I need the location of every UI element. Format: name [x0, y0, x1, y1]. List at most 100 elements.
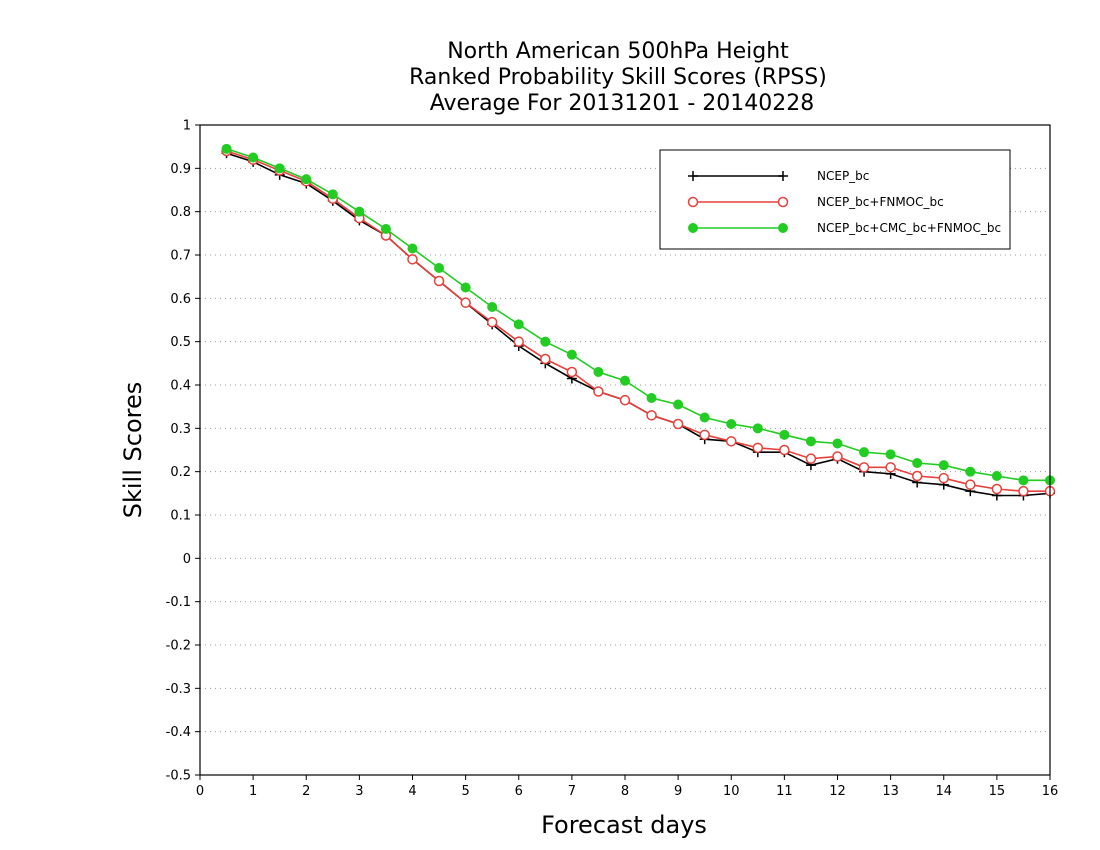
legend-entry-2: NCEP_bc+FNMOC_bc [687, 195, 944, 209]
data-point [301, 174, 312, 185]
axis-ticks [195, 124, 1051, 780]
y-axis-label: Skill Scores [119, 382, 147, 519]
y-tick-label: -0.1 [166, 595, 191, 610]
legend-marker [688, 223, 698, 233]
y-tick-label: 0.9 [170, 162, 191, 177]
data-point [938, 472, 949, 484]
x-tick-label: 12 [829, 784, 846, 799]
x-tick-label: 7 [568, 784, 576, 799]
legend-box [659, 149, 1011, 250]
x-tick-label: 15 [989, 784, 1006, 799]
x-tick-label: 1 [249, 784, 257, 799]
data-point [672, 418, 684, 430]
data-point [646, 393, 657, 403]
data-point [434, 263, 445, 273]
data-point [619, 394, 631, 406]
data-point [540, 336, 551, 347]
x-tick-label: 8 [621, 784, 629, 799]
legend-label: NCEP_bc [817, 169, 869, 183]
legend-label: NCEP_bc+FNMOC_bc [817, 195, 944, 209]
data-point [938, 460, 949, 471]
data-point [726, 436, 737, 447]
data-point [779, 429, 790, 440]
y-tick-label: 0.1 [170, 509, 191, 524]
legend-marker [688, 171, 698, 181]
x-tick-label: 5 [461, 784, 469, 799]
data-point [1018, 475, 1029, 486]
x-tick-label: 9 [674, 784, 682, 799]
legend-entry-3: NCEP_bc+CMC_bc+FNMOC_bc [688, 221, 1001, 235]
y-tick-label: -0.5 [166, 769, 191, 784]
data-point [540, 353, 551, 365]
y-tick-label: -0.2 [166, 639, 191, 654]
data-point [407, 254, 418, 265]
data-point [805, 436, 816, 447]
data-point [673, 399, 684, 410]
chart-title-line-2: Ranked Probability Skill Scores (RPSS) [409, 65, 827, 90]
y-tick-label: 1 [183, 119, 191, 134]
data-point [1018, 485, 1029, 497]
data-series [221, 143, 1056, 501]
data-point [832, 438, 843, 449]
data-point [486, 316, 498, 328]
y-tick-label: 0.7 [170, 249, 191, 264]
data-point [752, 442, 764, 454]
legend-marker [777, 196, 789, 208]
data-point [593, 386, 604, 397]
data-point [832, 451, 843, 462]
data-point [699, 412, 710, 423]
data-point [513, 319, 524, 330]
y-tick-label: 0.6 [170, 292, 191, 307]
data-point [991, 483, 1003, 495]
data-point [885, 449, 896, 460]
horizontal-gridlines [200, 167, 1050, 733]
chart-title-line-1: North American 500hPa Height [447, 39, 789, 64]
y-tick-label: -0.4 [166, 725, 191, 740]
chart-title-line-3: Average For 20131201 - 20140228 [430, 91, 815, 116]
chart-legend: NCEP_bc NCEP_bc+FNMOC_bc NCEP_bc+CMC_bc+FN… [659, 149, 1011, 250]
data-point [327, 189, 338, 200]
legend-label: NCEP_bc+CMC_bc+FNMOC_bc [817, 221, 1001, 235]
data-point [407, 243, 418, 254]
y-tick-label: -0.3 [166, 682, 191, 697]
data-point [620, 375, 630, 386]
y-tick-label: 0.8 [170, 205, 191, 220]
x-tick-label: 4 [408, 784, 416, 799]
x-tick-label: 16 [1042, 784, 1059, 799]
data-point [248, 152, 259, 163]
data-point [460, 297, 471, 308]
data-point [859, 447, 870, 458]
x-tick-label: 3 [355, 784, 363, 799]
legend-marker [778, 171, 788, 181]
y-tick-label: 0 [183, 552, 191, 567]
data-point [726, 419, 737, 429]
data-point [513, 336, 524, 347]
x-tick-label: 14 [935, 784, 952, 799]
data-point [433, 275, 445, 287]
data-point [566, 366, 578, 378]
data-point [566, 349, 577, 360]
data-point [965, 479, 976, 490]
data-point [912, 458, 923, 468]
x-tick-label: 13 [882, 784, 899, 799]
data-point [274, 163, 285, 174]
data-point [354, 206, 365, 217]
data-point [991, 471, 1002, 481]
data-point [593, 367, 604, 377]
x-axis-label: Forecast days [541, 811, 707, 839]
x-tick-label: 11 [776, 784, 793, 799]
axis-tick-labels: -0.5 -0.4 -0.3 -0.2 -0.1 0 0.1 0.2 0.3 0.4 0.5 0.6 0… [166, 119, 1059, 800]
x-tick-label: 2 [302, 784, 310, 799]
data-point [699, 429, 710, 441]
data-point [858, 462, 870, 473]
data-point [221, 143, 232, 154]
data-point [885, 462, 896, 473]
y-tick-label: 0.5 [170, 335, 191, 350]
data-point [779, 444, 790, 456]
data-point [911, 470, 923, 482]
data-point [646, 410, 657, 421]
y-tick-label: 0.3 [170, 422, 191, 437]
data-point [460, 282, 471, 293]
data-point [752, 423, 763, 434]
